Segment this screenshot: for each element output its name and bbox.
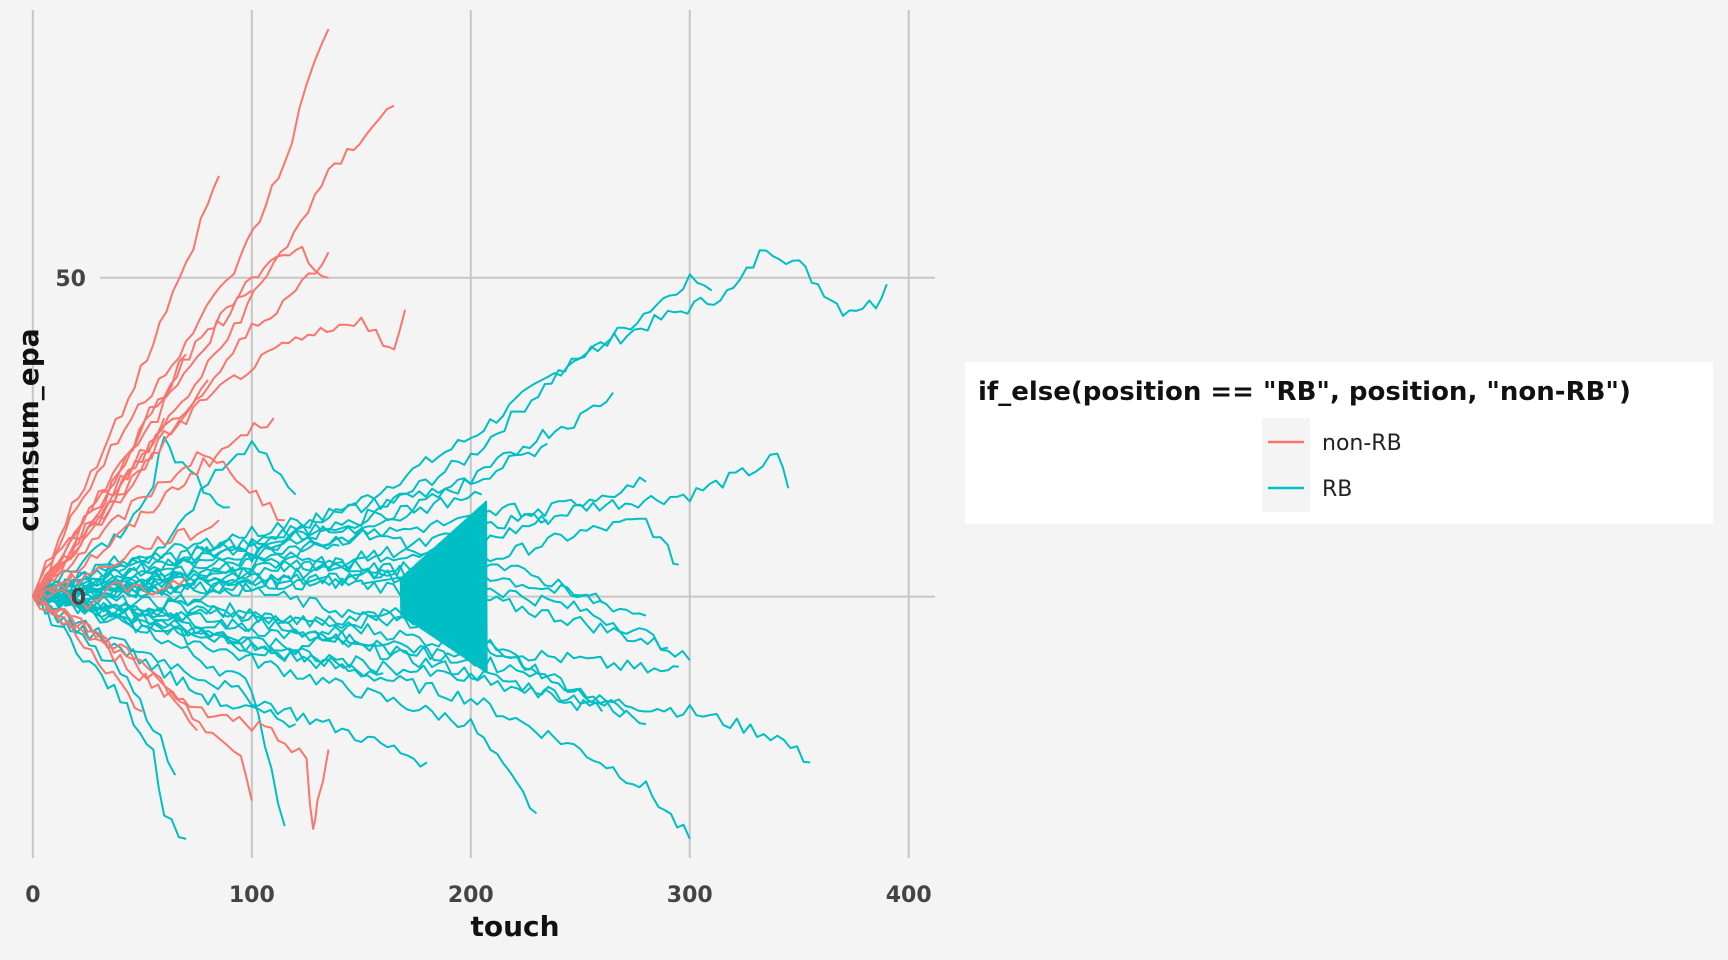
rb-series-line (32, 440, 297, 598)
x-axis-title: touch (470, 910, 559, 943)
x-tick-label: 200 (448, 883, 494, 908)
rb-series-line (32, 525, 647, 617)
non-rb-series-line (31, 596, 198, 732)
plot-lines (31, 28, 888, 840)
rb-series-line (32, 476, 647, 615)
x-tick-label: 400 (886, 883, 932, 908)
legend-title: if_else(position == "RB", position, "non… (978, 377, 1631, 407)
non-rb-series-line (32, 576, 187, 611)
non-rb-series-line (32, 451, 285, 598)
rb-series-line (32, 392, 614, 601)
non-rb-series-line (31, 175, 220, 597)
non-rb-series-line (32, 595, 330, 830)
rb-series-line (32, 595, 417, 656)
non-rb-series-line (32, 379, 209, 598)
rb-dense-block (361, 500, 488, 674)
non-rb-series-line (32, 417, 166, 598)
non-rb-series-line (32, 417, 275, 600)
non-rb-series-line (32, 519, 220, 600)
non-rb-series-line (31, 28, 330, 597)
grid (31, 10, 935, 858)
legend-label-non-rb: non-RB (1322, 431, 1402, 456)
rb-series-line (32, 530, 340, 602)
rb-series-line (32, 590, 537, 678)
y-axis-ticks: 0 50 (55, 267, 86, 611)
rb-series-line (32, 594, 384, 677)
rb-series-line (32, 591, 538, 815)
rb-series-line (32, 595, 177, 776)
y-tick-label: 50 (55, 267, 86, 292)
rb-series-line (32, 590, 679, 674)
x-tick-label: 300 (667, 883, 713, 908)
rb-series-line (32, 554, 604, 604)
legend-key-background (1262, 418, 1310, 512)
rb-series-line (32, 595, 297, 728)
non-rb-series-line (32, 251, 330, 598)
x-tick-label: 100 (229, 883, 275, 908)
non-rb-series-line (31, 596, 143, 713)
rb-series-line (32, 595, 428, 768)
legend: if_else(position == "RB", position, "non… (965, 362, 1713, 524)
y-tick-label: 0 (71, 586, 86, 611)
legend-background (965, 362, 1713, 524)
x-tick-label: 0 (25, 883, 40, 908)
y-axis-title: cumsum_epa (12, 328, 45, 531)
rb-series-line (32, 595, 187, 840)
rb-series-line (32, 490, 483, 598)
rb-series-line (32, 589, 483, 667)
x-axis-ticks: 0 100 200 300 400 (25, 883, 932, 908)
legend-label-rb: RB (1322, 477, 1352, 502)
non-rb-series-line (31, 353, 187, 598)
